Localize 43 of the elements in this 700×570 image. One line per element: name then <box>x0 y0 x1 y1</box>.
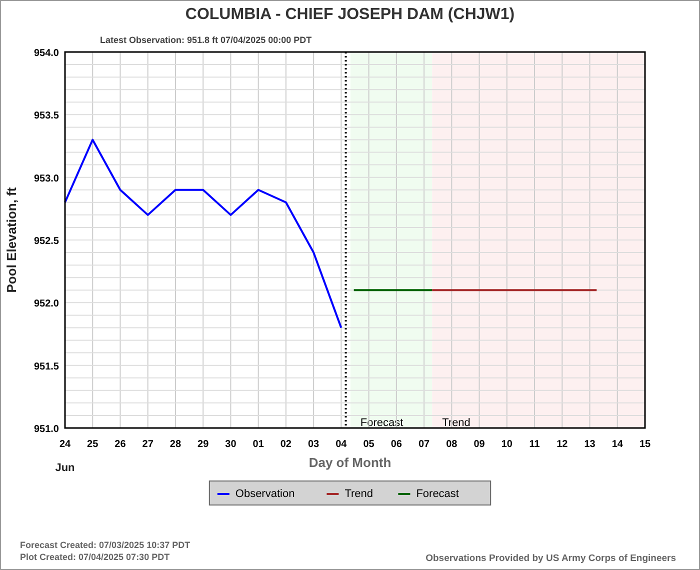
text: Plot Created: 07/04/2025 07:30 PDT <box>20 552 170 562</box>
x-tick-label: 11 <box>529 439 540 450</box>
line-series <box>64 138 342 329</box>
y-tick-label: 953.0 <box>34 173 60 184</box>
x-tick-label: 29 <box>198 439 210 450</box>
text: Latest Observation: 951.8 ft 07/04/2025 00:00 PDT <box>100 35 312 45</box>
y-tick-label: 951.5 <box>34 361 60 372</box>
text: Jun <box>55 462 76 474</box>
x-tick-label: 09 <box>474 439 486 450</box>
legend-label: Forecast <box>416 488 459 500</box>
x-tick-label: 02 <box>280 439 292 450</box>
band-label: Trend <box>442 417 470 429</box>
x-axis-title: Day of Month <box>308 455 392 470</box>
x-tick-label: 01 <box>252 439 264 450</box>
legend-label: Observation <box>235 488 295 500</box>
x-tick-label: 12 <box>556 439 568 450</box>
x-tick-label: 08 <box>446 439 458 450</box>
y-tick-label: 954.0 <box>34 48 60 59</box>
y-tick-label: 953.5 <box>34 110 60 122</box>
legend-label: Trend <box>344 488 374 500</box>
x-tick-label: 28 <box>170 439 182 450</box>
x-tick-label: 15 <box>639 439 651 450</box>
y-tick-label: 952.0 <box>34 298 60 310</box>
x-tick-label: 03 <box>308 439 320 450</box>
x-tick-label: 04 <box>336 439 348 450</box>
y-tick-label: 951.0 <box>34 424 60 435</box>
x-tick-label: 05 <box>363 439 375 450</box>
x-tick-label: 06 <box>390 439 402 450</box>
x-tick-label: 07 <box>418 439 430 450</box>
x-tick-label: 24 <box>59 439 71 450</box>
y-axis-title: Pool Elevation, ft <box>4 186 19 293</box>
x-tick-label: 14 <box>612 439 624 450</box>
x-tick-label: 26 <box>114 439 126 450</box>
text: Forecast Created: 07/03/2025 10:37 PDT <box>20 540 191 550</box>
x-tick-label: 30 <box>225 439 237 450</box>
x-tick-label: 13 <box>584 439 596 450</box>
x-tick-label: 25 <box>87 439 99 450</box>
x-tick-label: 10 <box>501 439 513 450</box>
x-tick-label: 27 <box>142 439 154 450</box>
band-label: Forecast <box>360 417 404 429</box>
text: Observations Provided by US Army Corps of Engineers <box>426 553 676 564</box>
chart-title: COLUMBIA - CHIEF JOSEPH DAM (CHJW1) <box>185 6 515 23</box>
y-tick-label: 952.5 <box>34 236 60 247</box>
